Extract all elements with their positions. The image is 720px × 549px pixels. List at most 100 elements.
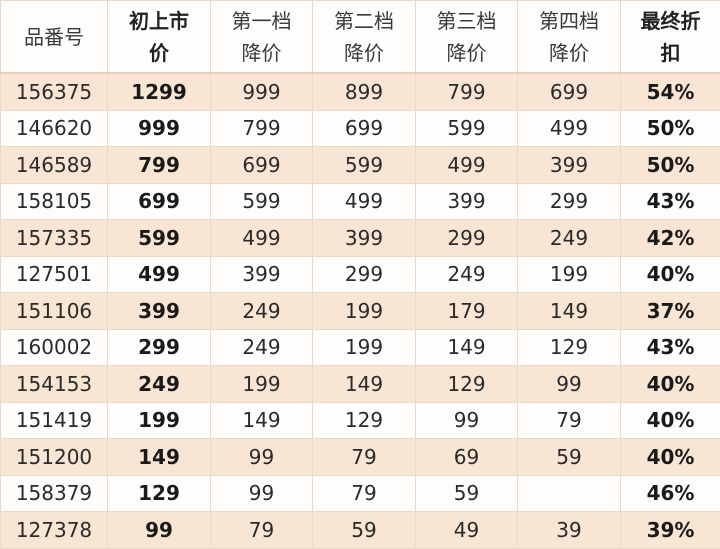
table-header: 品番号初上市价第一档降价第二档降价第三档降价第四档降价最终折扣 <box>1 1 720 74</box>
header-text: 价 <box>108 37 210 69</box>
cell-markdown-4: 399 <box>518 147 621 184</box>
cell-item-number: 158105 <box>1 183 108 220</box>
header-text: 第一档 <box>211 5 312 37</box>
cell-final-discount: 40% <box>621 256 720 293</box>
cell-markdown-2: 899 <box>313 73 416 110</box>
cell-item-number: 151419 <box>1 402 108 439</box>
cell-launch-price: 149 <box>108 439 211 476</box>
cell-final-discount: 42% <box>621 220 720 257</box>
cell-launch-price: 799 <box>108 147 211 184</box>
cell-markdown-3: 149 <box>416 329 518 366</box>
cell-markdown-1: 699 <box>211 147 313 184</box>
cell-markdown-3: 599 <box>416 110 518 147</box>
cell-launch-price: 699 <box>108 183 211 220</box>
cell-launch-price: 399 <box>108 293 211 330</box>
cell-markdown-2: 499 <box>313 183 416 220</box>
cell-markdown-3: 799 <box>416 73 518 110</box>
header-text: 初上市 <box>108 5 210 37</box>
cell-final-discount: 40% <box>621 439 720 476</box>
cell-markdown-3: 49 <box>416 512 518 549</box>
cell-markdown-1: 599 <box>211 183 313 220</box>
cell-markdown-4: 59 <box>518 439 621 476</box>
cell-final-discount: 43% <box>621 329 720 366</box>
cell-markdown-4: 39 <box>518 512 621 549</box>
cell-markdown-1: 79 <box>211 512 313 549</box>
cell-item-number: 146620 <box>1 110 108 147</box>
cell-item-number: 158379 <box>1 475 108 512</box>
header-text: 品番号 <box>1 21 107 53</box>
cell-item-number: 146589 <box>1 147 108 184</box>
header-markdown-3: 第三档降价 <box>416 1 518 74</box>
cell-markdown-3: 249 <box>416 256 518 293</box>
header-markdown-4: 第四档降价 <box>518 1 621 74</box>
cell-markdown-4: 79 <box>518 402 621 439</box>
header-text: 降价 <box>313 37 415 69</box>
cell-final-discount: 40% <box>621 402 720 439</box>
cell-final-discount: 40% <box>621 366 720 403</box>
cell-markdown-4: 499 <box>518 110 621 147</box>
cell-final-discount: 37% <box>621 293 720 330</box>
cell-markdown-1: 249 <box>211 293 313 330</box>
cell-final-discount: 39% <box>621 512 720 549</box>
cell-markdown-3: 129 <box>416 366 518 403</box>
cell-item-number: 154153 <box>1 366 108 403</box>
header-text: 降价 <box>416 37 517 69</box>
cell-launch-price: 499 <box>108 256 211 293</box>
cell-final-discount: 54% <box>621 73 720 110</box>
cell-markdown-3: 179 <box>416 293 518 330</box>
cell-item-number: 151200 <box>1 439 108 476</box>
header-text: 第四档 <box>518 5 620 37</box>
cell-launch-price: 299 <box>108 329 211 366</box>
cell-markdown-2: 399 <box>313 220 416 257</box>
cell-markdown-1: 799 <box>211 110 313 147</box>
header-launch-price: 初上市价 <box>108 1 211 74</box>
cell-markdown-1: 249 <box>211 329 313 366</box>
cell-markdown-3: 299 <box>416 220 518 257</box>
cell-markdown-3: 99 <box>416 402 518 439</box>
cell-markdown-3: 399 <box>416 183 518 220</box>
cell-markdown-2: 199 <box>313 293 416 330</box>
cell-item-number: 127378 <box>1 512 108 549</box>
cell-markdown-4: 129 <box>518 329 621 366</box>
cell-markdown-1: 499 <box>211 220 313 257</box>
cell-final-discount: 50% <box>621 110 720 147</box>
cell-markdown-3: 69 <box>416 439 518 476</box>
cell-markdown-3: 59 <box>416 475 518 512</box>
cell-markdown-2: 79 <box>313 439 416 476</box>
cell-launch-price: 999 <box>108 110 211 147</box>
cell-launch-price: 599 <box>108 220 211 257</box>
header-item-number: 品番号 <box>1 1 108 74</box>
cell-item-number: 160002 <box>1 329 108 366</box>
cell-markdown-1: 149 <box>211 402 313 439</box>
cell-markdown-3: 499 <box>416 147 518 184</box>
header-text: 扣 <box>621 37 720 69</box>
header-row: 品番号初上市价第一档降价第二档降价第三档降价第四档降价最终折扣 <box>1 1 720 74</box>
header-text: 第三档 <box>416 5 517 37</box>
cell-markdown-1: 399 <box>211 256 313 293</box>
cell-markdown-2: 149 <box>313 366 416 403</box>
cell-markdown-2: 59 <box>313 512 416 549</box>
header-markdown-2: 第二档降价 <box>313 1 416 74</box>
cell-markdown-4: 149 <box>518 293 621 330</box>
cell-markdown-1: 99 <box>211 439 313 476</box>
cell-launch-price: 199 <box>108 402 211 439</box>
cell-item-number: 156375 <box>1 73 108 110</box>
cell-item-number: 157335 <box>1 220 108 257</box>
header-text: 降价 <box>211 37 312 69</box>
cell-markdown-1: 199 <box>211 366 313 403</box>
cell-markdown-1: 999 <box>211 73 313 110</box>
cell-markdown-4: 249 <box>518 220 621 257</box>
cell-final-discount: 50% <box>621 147 720 184</box>
cell-markdown-4: 99 <box>518 366 621 403</box>
